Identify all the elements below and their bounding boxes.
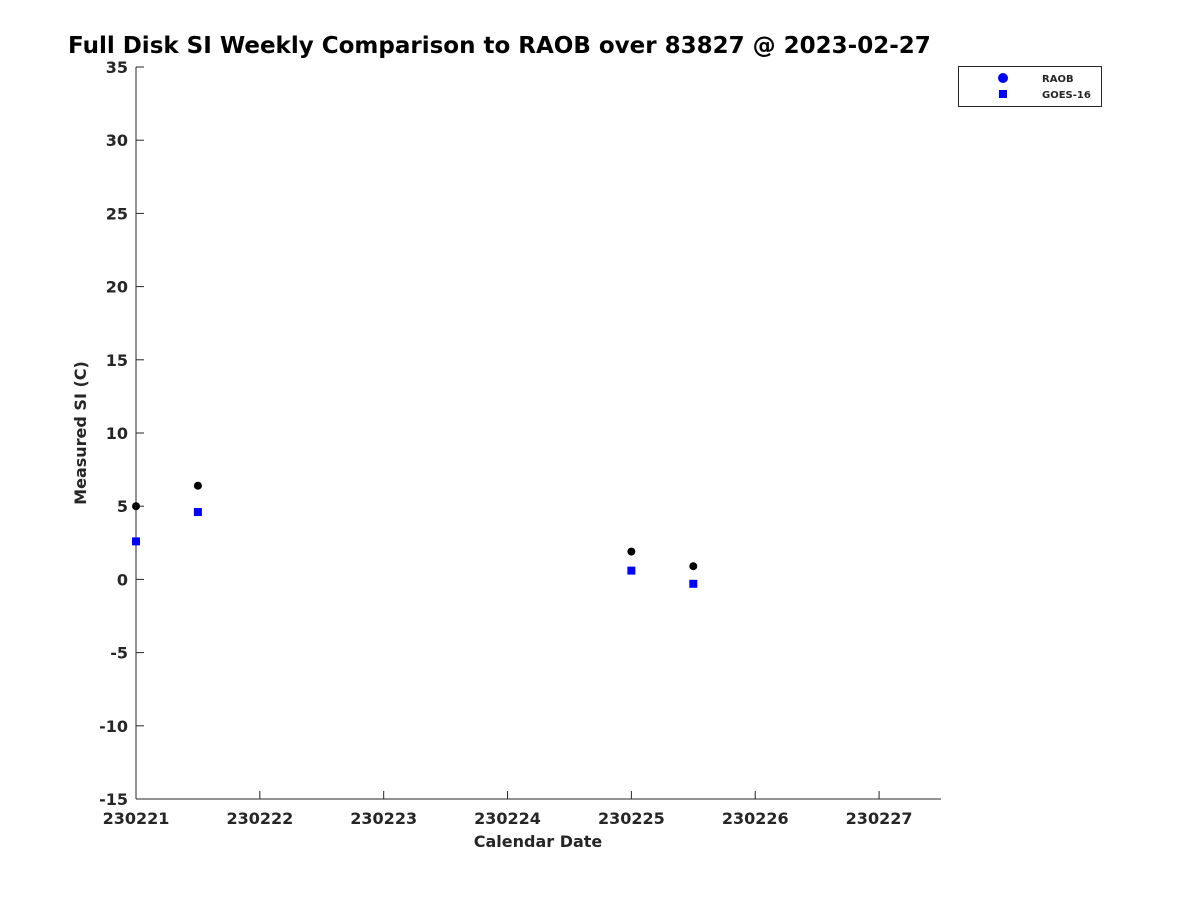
y-tick-label: 15 [106,351,128,370]
y-tick-label: 30 [106,131,128,150]
y-tick-label: -5 [110,644,128,663]
legend: RAOB GOES-16 [958,66,1102,107]
goes16-point [193,508,202,517]
chart-title: Full Disk SI Weekly Comparison to RAOB o… [68,33,931,59]
y-tick-label: 20 [106,278,128,297]
x-tick-label: 230223 [350,809,417,828]
x-tick-label: 230221 [103,809,170,828]
y-tick-label: 10 [106,424,128,443]
goes16-point [689,579,698,588]
legend-circle-icon [998,73,1008,83]
x-tick-label: 230225 [598,809,665,828]
x-axis-label: Calendar Date [474,832,603,851]
raob-point [627,547,636,556]
y-tick-label: 35 [106,58,128,77]
y-tick-label: 5 [117,497,128,516]
legend-label: GOES-16 [1042,90,1091,101]
x-tick-label: 230226 [722,809,789,828]
raob-point [689,562,698,571]
y-tick-label: 25 [106,204,128,223]
legend-box [958,66,1102,107]
legend-square-icon [999,90,1007,98]
raob-point [193,481,202,490]
y-axis-label: Measured SI (C) [71,361,90,505]
y-tick-label: -15 [99,790,128,809]
legend-label: RAOB [1042,74,1074,85]
goes16-point [132,537,140,546]
goes16-point [627,566,636,575]
x-tick-label: 230222 [226,809,293,828]
raob-point [132,502,140,511]
x-tick-label: 230224 [474,809,541,828]
y-tick-label: 0 [117,570,128,589]
y-tick-label: -10 [99,717,128,736]
x-tick-label: 230227 [846,809,913,828]
